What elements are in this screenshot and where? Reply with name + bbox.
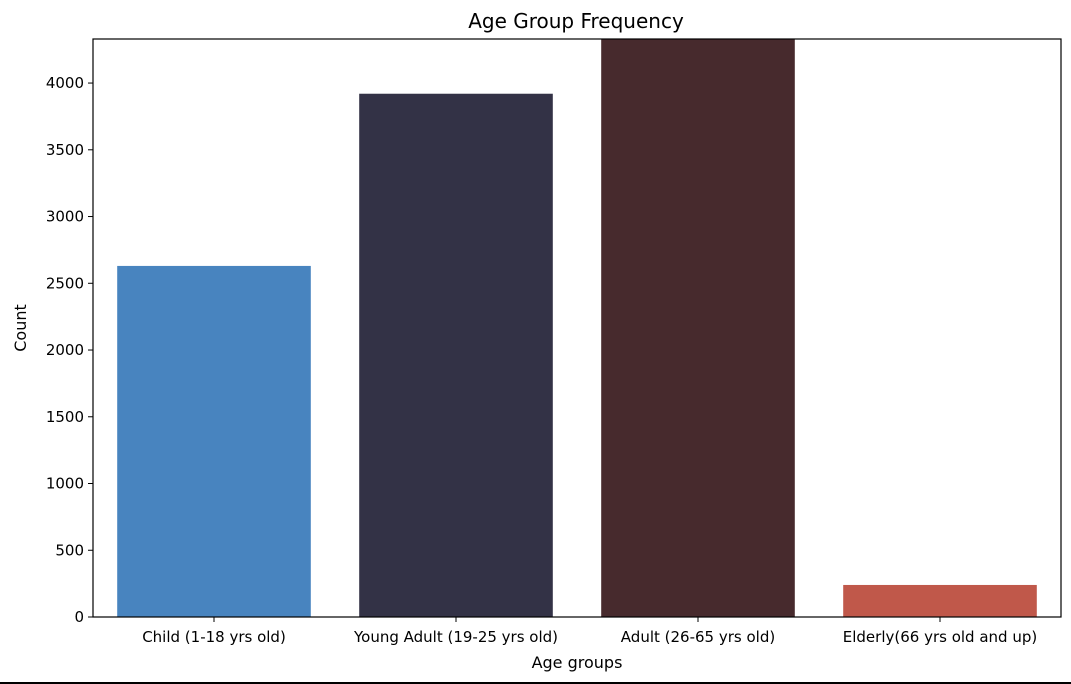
bar-2 bbox=[601, 39, 795, 617]
bar-0 bbox=[117, 265, 311, 617]
bar-1 bbox=[359, 93, 553, 618]
y-tick-label-0: 0 bbox=[74, 608, 84, 626]
y-tick-label-6: 3000 bbox=[46, 208, 84, 226]
y-tick-label-8: 4000 bbox=[46, 74, 84, 92]
bar-3 bbox=[843, 584, 1037, 617]
x-tick-label-1: Young Adult (19-25 yrs old) bbox=[353, 628, 558, 646]
y-axis: 0 500 1000 1500 2000 2500 3000 3500 4000 bbox=[46, 74, 93, 626]
chart-title: Age Group Frequency bbox=[468, 9, 684, 33]
y-axis-label: Count bbox=[11, 304, 30, 352]
x-axis-label: Age groups bbox=[532, 653, 623, 672]
y-tick-label-7: 3500 bbox=[46, 141, 84, 159]
y-tick-label-1: 500 bbox=[55, 541, 84, 559]
x-tick-label-2: Adult (26-65 yrs old) bbox=[621, 628, 775, 646]
x-axis: Child (1-18 yrs old) Young Adult (19-25 y… bbox=[142, 617, 1037, 646]
plot-frame bbox=[92, 38, 1062, 618]
x-tick-label-0: Child (1-18 yrs old) bbox=[142, 628, 286, 646]
y-tick-label-5: 2500 bbox=[46, 274, 84, 292]
y-tick-label-3: 1500 bbox=[46, 408, 84, 426]
bottom-divider bbox=[0, 682, 1071, 684]
y-tick-label-2: 1000 bbox=[46, 475, 84, 493]
y-tick-label-4: 2000 bbox=[46, 341, 84, 359]
x-tick-label-3: Elderly(66 yrs old and up) bbox=[843, 628, 1037, 646]
bars-layer bbox=[117, 39, 1037, 618]
